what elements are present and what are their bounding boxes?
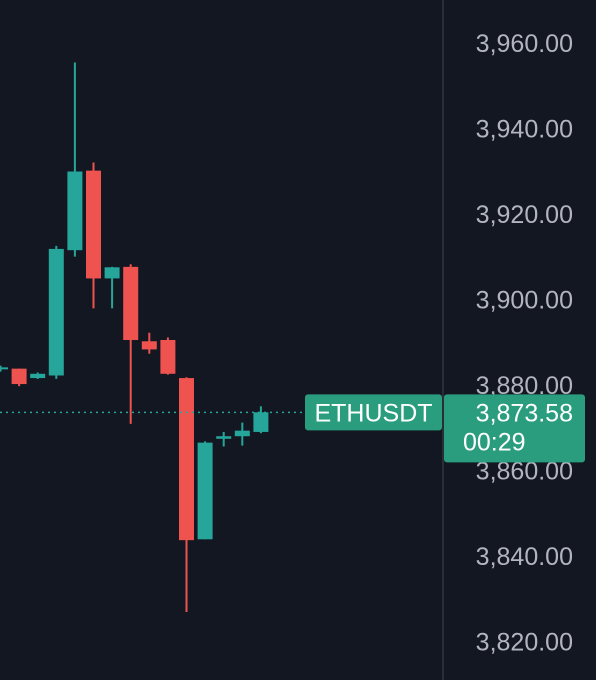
candle-body	[234, 430, 250, 437]
candle-body	[197, 442, 213, 540]
candle-body	[179, 378, 194, 541]
y-tick-label: 3,920.00	[476, 201, 573, 229]
symbol-label-bg	[305, 394, 442, 431]
candle	[141, 332, 157, 354]
symbol-label: ETHUSDT	[314, 399, 432, 427]
candle-body	[104, 267, 120, 279]
last-price-label-bg	[444, 394, 585, 463]
candle-countdown: 00:29	[463, 428, 526, 456]
candles-layer	[0, 62, 269, 612]
y-tick-label: 3,900.00	[476, 286, 573, 314]
y-tick-label: 3,820.00	[476, 629, 573, 657]
candle-body	[67, 171, 83, 251]
candle	[0, 365, 8, 372]
candle-body	[30, 373, 46, 379]
y-tick-label: 3,840.00	[476, 543, 573, 571]
candle-body	[11, 368, 27, 385]
candle	[197, 441, 213, 540]
candle-body	[141, 341, 157, 350]
candle-body	[253, 412, 269, 432]
candle-body	[48, 248, 64, 376]
candle-body	[123, 266, 139, 340]
candle-body	[160, 340, 176, 374]
candle-body	[216, 436, 232, 439]
price-labels: ETHUSDT 3,873.58 00:29	[305, 394, 585, 463]
candle	[216, 431, 232, 447]
candle	[48, 245, 64, 379]
candle-body	[86, 170, 101, 279]
price-axis[interactable]: 3,960.003,940.003,920.003,900.003,880.00…	[476, 30, 573, 657]
last-price-label: 3,873.58	[476, 399, 573, 427]
candle-body	[0, 367, 8, 370]
candle	[86, 162, 101, 309]
candle	[160, 337, 176, 375]
candle	[123, 264, 139, 424]
candle	[253, 406, 269, 434]
candle	[30, 372, 46, 379]
candle	[67, 62, 83, 257]
candle	[234, 422, 250, 446]
candle	[179, 377, 194, 612]
y-tick-label: 3,960.00	[476, 30, 573, 58]
candle	[104, 266, 120, 309]
y-tick-label: 3,940.00	[476, 115, 573, 143]
candle	[11, 368, 27, 387]
